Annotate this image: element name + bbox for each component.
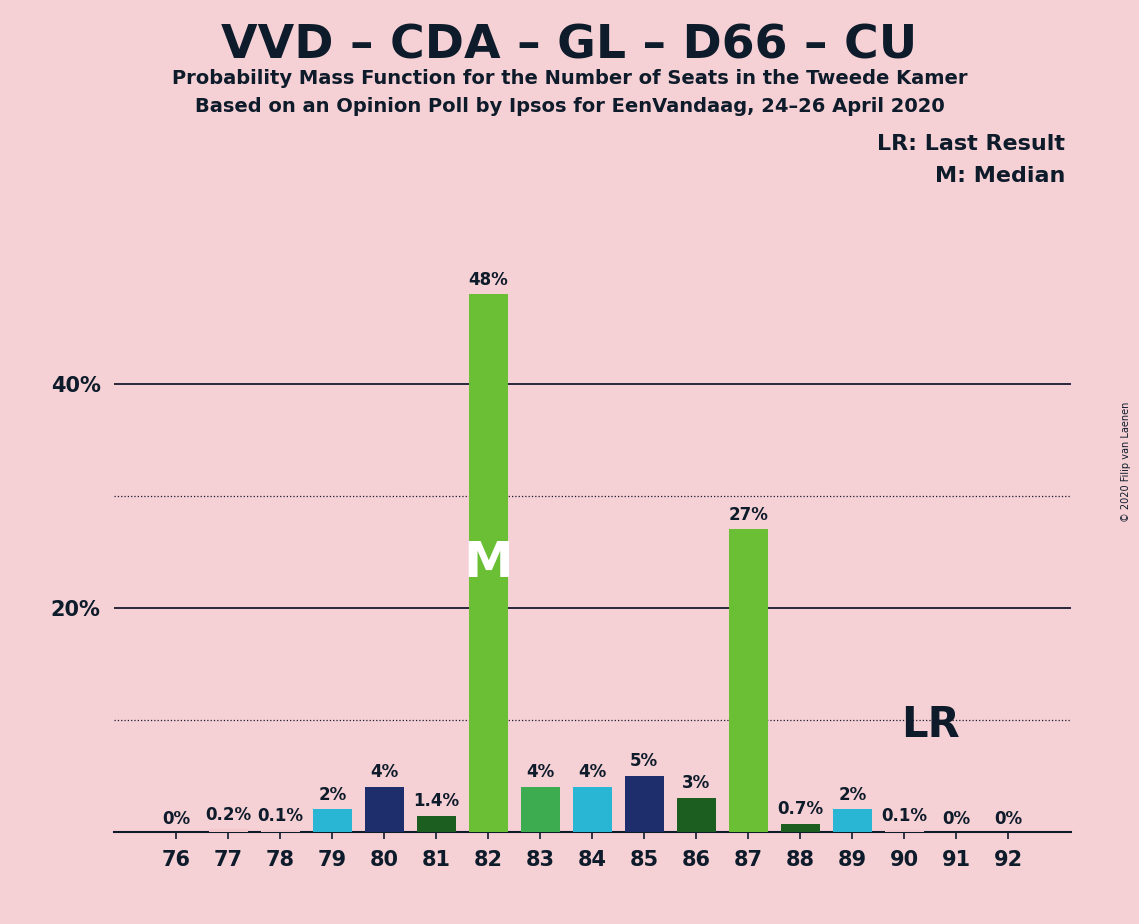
Bar — [208, 830, 248, 832]
Text: 27%: 27% — [728, 505, 768, 524]
Text: Probability Mass Function for the Number of Seats in the Tweede Kamer: Probability Mass Function for the Number… — [172, 69, 967, 89]
Bar — [417, 816, 456, 832]
Bar — [261, 831, 300, 832]
Text: VVD – CDA – GL – D66 – CU: VVD – CDA – GL – D66 – CU — [221, 23, 918, 68]
Text: 48%: 48% — [468, 271, 508, 288]
Bar — [521, 787, 559, 832]
Bar — [313, 809, 352, 832]
Text: 4%: 4% — [579, 763, 606, 781]
Text: M: M — [464, 539, 514, 587]
Text: 0.1%: 0.1% — [882, 807, 927, 825]
Text: 0%: 0% — [994, 810, 1023, 828]
Text: 0%: 0% — [162, 810, 190, 828]
Text: 4%: 4% — [526, 763, 555, 781]
Bar — [625, 775, 664, 832]
Bar — [729, 529, 768, 832]
Bar — [885, 831, 924, 832]
Bar — [780, 824, 820, 832]
Text: 3%: 3% — [682, 774, 711, 793]
Text: 2%: 2% — [838, 785, 867, 804]
Text: 4%: 4% — [370, 763, 399, 781]
Bar — [677, 798, 715, 832]
Text: 1.4%: 1.4% — [413, 793, 459, 810]
Text: 0.7%: 0.7% — [777, 800, 823, 818]
Text: M: Median: M: Median — [935, 166, 1065, 187]
Text: LR: Last Result: LR: Last Result — [877, 134, 1065, 154]
Bar — [364, 787, 404, 832]
Text: 0.1%: 0.1% — [257, 807, 303, 825]
Text: © 2020 Filip van Laenen: © 2020 Filip van Laenen — [1121, 402, 1131, 522]
Bar — [833, 809, 871, 832]
Text: LR: LR — [901, 704, 960, 747]
Bar — [469, 294, 508, 832]
Text: 5%: 5% — [630, 752, 658, 770]
Text: 0%: 0% — [942, 810, 970, 828]
Text: Based on an Opinion Poll by Ipsos for EenVandaag, 24–26 April 2020: Based on an Opinion Poll by Ipsos for Ee… — [195, 97, 944, 116]
Bar — [573, 787, 612, 832]
Text: 2%: 2% — [318, 785, 346, 804]
Text: 0.2%: 0.2% — [205, 806, 252, 824]
